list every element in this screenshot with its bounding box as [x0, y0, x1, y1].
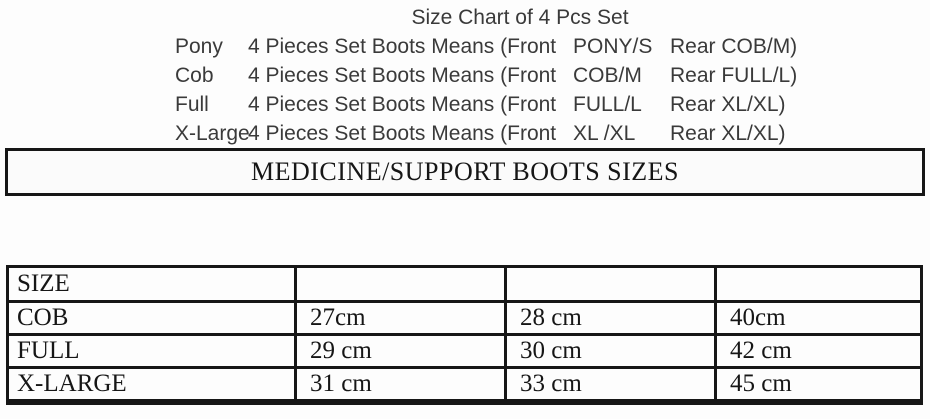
page-title: Size Chart of 4 Pcs Set	[411, 6, 629, 29]
size-table-header-cell: SIZE	[6, 265, 297, 303]
size-table: SIZE COB 27cm 28 cm 40cm FULL 29 cm 30 c…	[6, 265, 923, 405]
size-chart-header-section: Size Chart of 4 Pcs Set Pony 4 Pieces Set…	[0, 0, 930, 148]
medicine-boots-banner: MEDICINE/SUPPORT BOOTS SIZES	[5, 148, 925, 196]
size-line-front: FULL/L	[573, 93, 642, 116]
size-line-name: Pony	[175, 35, 223, 58]
size-table-header-cell	[294, 265, 507, 303]
measurement-cell: 30 cm	[504, 333, 717, 369]
size-table-row-cob: COB 27cm 28 cm 40cm	[6, 300, 923, 336]
size-line-name: Cob	[175, 64, 214, 87]
size-line-rear: Rear XL/XL)	[670, 122, 786, 145]
size-line-rear: Rear FULL/L)	[670, 64, 798, 87]
size-line-front: COB/M	[573, 64, 642, 87]
size-line-name: X-Large	[175, 122, 250, 145]
size-line-pony: Pony 4 Pieces Set Boots Means (Front PONY/…	[175, 32, 930, 61]
size-line-desc: 4 Pieces Set Boots Means (Front	[248, 122, 557, 145]
measurement-cell: 45 cm	[714, 366, 923, 405]
size-line-front: PONY/S	[573, 35, 653, 58]
measurement-cell: 29 cm	[294, 333, 507, 369]
size-line-desc: 4 Pieces Set Boots Means (Front	[248, 64, 557, 87]
size-name-cell: X-LARGE	[6, 366, 297, 405]
size-line-rear: Rear COB/M)	[670, 35, 798, 58]
measurement-cell: 27cm	[294, 300, 507, 336]
size-line-rear: Rear XL/XL)	[670, 93, 786, 116]
size-line-xlarge: X-Large4 Pieces Set Boots Means (Front XL…	[175, 119, 930, 148]
size-name-cell: COB	[6, 300, 297, 336]
size-line-cob: Cob 4 Pieces Set Boots Means (Front COB/M R…	[175, 61, 930, 90]
size-lines-list: Pony 4 Pieces Set Boots Means (Front PONY/…	[175, 32, 930, 148]
measurement-cell: 33 cm	[504, 366, 717, 405]
size-line-desc: 4 Pieces Set Boots Means (Front	[248, 35, 557, 58]
size-line-full: Full 4 Pieces Set Boots Means (Front FULL/…	[175, 90, 930, 119]
measurement-cell: 31 cm	[294, 366, 507, 405]
measurement-cell: 28 cm	[504, 300, 717, 336]
size-table-header-row: SIZE	[6, 265, 923, 303]
measurement-cell: 42 cm	[714, 333, 923, 369]
size-table-row-full: FULL 29 cm 30 cm 42 cm	[6, 333, 923, 369]
size-line-name: Full	[175, 93, 209, 116]
size-table-header-cell	[504, 265, 717, 303]
size-table-row-xlarge: X-LARGE 31 cm 33 cm 45 cm	[6, 366, 923, 405]
measurement-cell: 40cm	[714, 300, 923, 336]
banner-label: MEDICINE/SUPPORT BOOTS SIZES	[250, 157, 680, 186]
size-line-front: XL /XL	[573, 122, 636, 145]
size-name-cell: FULL	[6, 333, 297, 369]
size-table-header-cell	[714, 265, 923, 303]
size-line-desc: 4 Pieces Set Boots Means (Front	[248, 93, 557, 116]
